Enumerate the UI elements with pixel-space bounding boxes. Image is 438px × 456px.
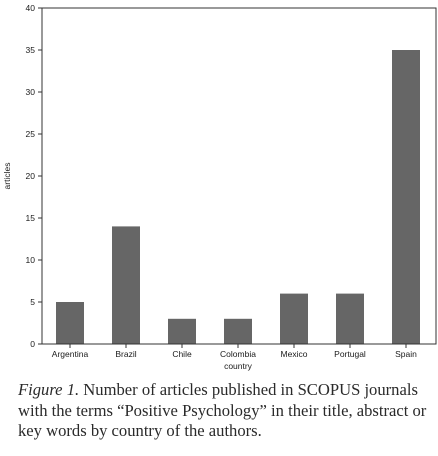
x-tick-label: Chile bbox=[172, 349, 192, 359]
y-axis-title: articles bbox=[2, 163, 12, 190]
y-tick-label: 30 bbox=[26, 87, 36, 97]
y-tick-label: 10 bbox=[26, 255, 36, 265]
x-tick-label: Brazil bbox=[115, 349, 136, 359]
y-tick-label: 20 bbox=[26, 171, 36, 181]
x-tick-label: Colombia bbox=[220, 349, 256, 359]
bar-mexico bbox=[280, 293, 308, 344]
x-tick-label: Spain bbox=[395, 349, 417, 359]
x-axis-title: country bbox=[224, 361, 253, 371]
bar-spain bbox=[392, 50, 420, 344]
x-tick-label: Argentina bbox=[52, 349, 89, 359]
plot-frame bbox=[41, 7, 437, 345]
x-axis-ticks: Argentina Brazil Chile Colombia Mexico Portug… bbox=[52, 344, 417, 359]
y-tick-label: 5 bbox=[30, 297, 35, 307]
x-tick-label: Portugal bbox=[334, 349, 366, 359]
y-tick-label: 15 bbox=[26, 213, 36, 223]
x-tick-label: Mexico bbox=[281, 349, 308, 359]
bar-portugal bbox=[336, 293, 364, 344]
bar-chart: 0 5 10 15 20 25 30 35 40 Argentina Brazil Chile Col… bbox=[2, 3, 437, 371]
y-tick-label: 0 bbox=[30, 339, 35, 349]
bar-chile bbox=[168, 318, 196, 344]
figure-caption: Figure 1. Number of articles published i… bbox=[18, 380, 428, 442]
caption-text: Number of articles published in SCOPUS j… bbox=[18, 380, 427, 440]
bar-brazil bbox=[112, 226, 140, 344]
bar-colombia bbox=[224, 318, 252, 344]
y-tick-label: 35 bbox=[26, 45, 36, 55]
y-axis-ticks: 0 5 10 15 20 25 30 35 40 bbox=[26, 3, 42, 349]
caption-label: Figure 1. bbox=[18, 380, 80, 399]
bars bbox=[56, 50, 420, 344]
y-tick-label: 25 bbox=[26, 129, 36, 139]
y-tick-label: 40 bbox=[26, 3, 36, 13]
bar-argentina bbox=[56, 302, 84, 344]
